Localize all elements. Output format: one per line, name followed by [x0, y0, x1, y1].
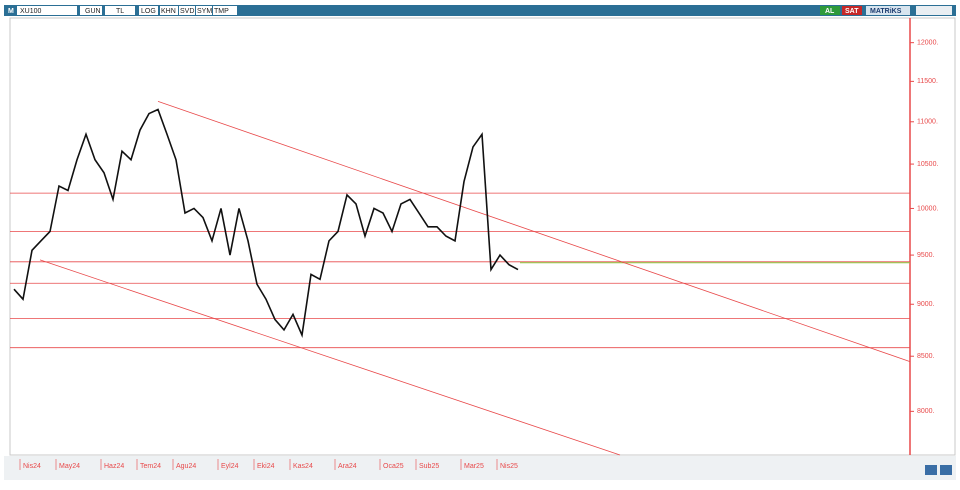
x-tick-label: Oca25: [383, 463, 404, 470]
button[interactable]: [196, 6, 212, 15]
x-tick-label: Nis25: [500, 463, 518, 470]
button-label[interactable]: KHN: [161, 8, 176, 15]
x-tick-label: May24: [59, 463, 80, 470]
y-tick-label: 12000.: [917, 40, 938, 47]
y-tick-label: 9000.: [917, 301, 935, 308]
buy-label[interactable]: AL: [825, 8, 835, 15]
bottom-bar: [4, 456, 956, 480]
x-tick-label: Eyl24: [221, 463, 239, 470]
y-tick-label: 11500.: [917, 78, 938, 85]
button[interactable]: [80, 6, 102, 15]
x-tick-label: Kas24: [293, 463, 313, 470]
button-label[interactable]: SYM: [197, 8, 212, 15]
nav-icon[interactable]: [925, 465, 937, 475]
y-tick-label: 8500.: [917, 353, 935, 360]
toolbar-bar: [4, 5, 956, 16]
x-tick-label: Sub25: [419, 463, 439, 470]
plot-frame: [9, 17, 956, 456]
window-buttons[interactable]: [916, 6, 952, 15]
button-label[interactable]: LOG: [141, 8, 156, 15]
y-tick-label: 10000.: [917, 205, 938, 212]
x-tick-label: Tem24: [140, 463, 161, 470]
button[interactable]: [213, 6, 237, 15]
trend-line: [157, 100, 911, 362]
x-tick-label: Nis24: [23, 463, 41, 470]
x-tick-label: Eki24: [257, 463, 275, 470]
button-label[interactable]: SVD: [180, 8, 194, 15]
button[interactable]: [179, 6, 195, 15]
y-tick-label: 9500.: [917, 252, 935, 259]
trend-line: [39, 259, 621, 456]
sell-label[interactable]: SAT: [845, 8, 859, 15]
y-tick-label: 11000.: [917, 119, 938, 126]
button[interactable]: [105, 6, 135, 15]
brand-box: [866, 6, 910, 15]
toolbar: M XU100 GUN TL LOG KHN SVD SYM TMP AL SA…: [4, 5, 956, 16]
sell-button[interactable]: [842, 6, 862, 15]
nav-icon[interactable]: [940, 465, 952, 475]
x-tick-label: Haz24: [104, 463, 124, 470]
button[interactable]: [160, 6, 178, 15]
button[interactable]: [139, 6, 158, 15]
y-tick-label: 10500.: [917, 161, 938, 168]
button-label[interactable]: TL: [116, 8, 124, 15]
symbol-box[interactable]: [17, 6, 77, 15]
y-tick-label: 8000.: [917, 408, 935, 415]
x-tick-label: Mar25: [464, 463, 484, 470]
mode: M: [8, 8, 14, 15]
brand: MATRiKS: [870, 8, 902, 15]
buy-button[interactable]: [820, 6, 840, 15]
x-tick-label: Agu24: [176, 463, 196, 470]
price-series: [13, 108, 519, 338]
button-label[interactable]: GUN: [85, 8, 101, 15]
symbol[interactable]: XU100: [20, 8, 42, 15]
button-label[interactable]: TMP: [214, 8, 229, 15]
x-tick-label: Ara24: [338, 463, 357, 470]
